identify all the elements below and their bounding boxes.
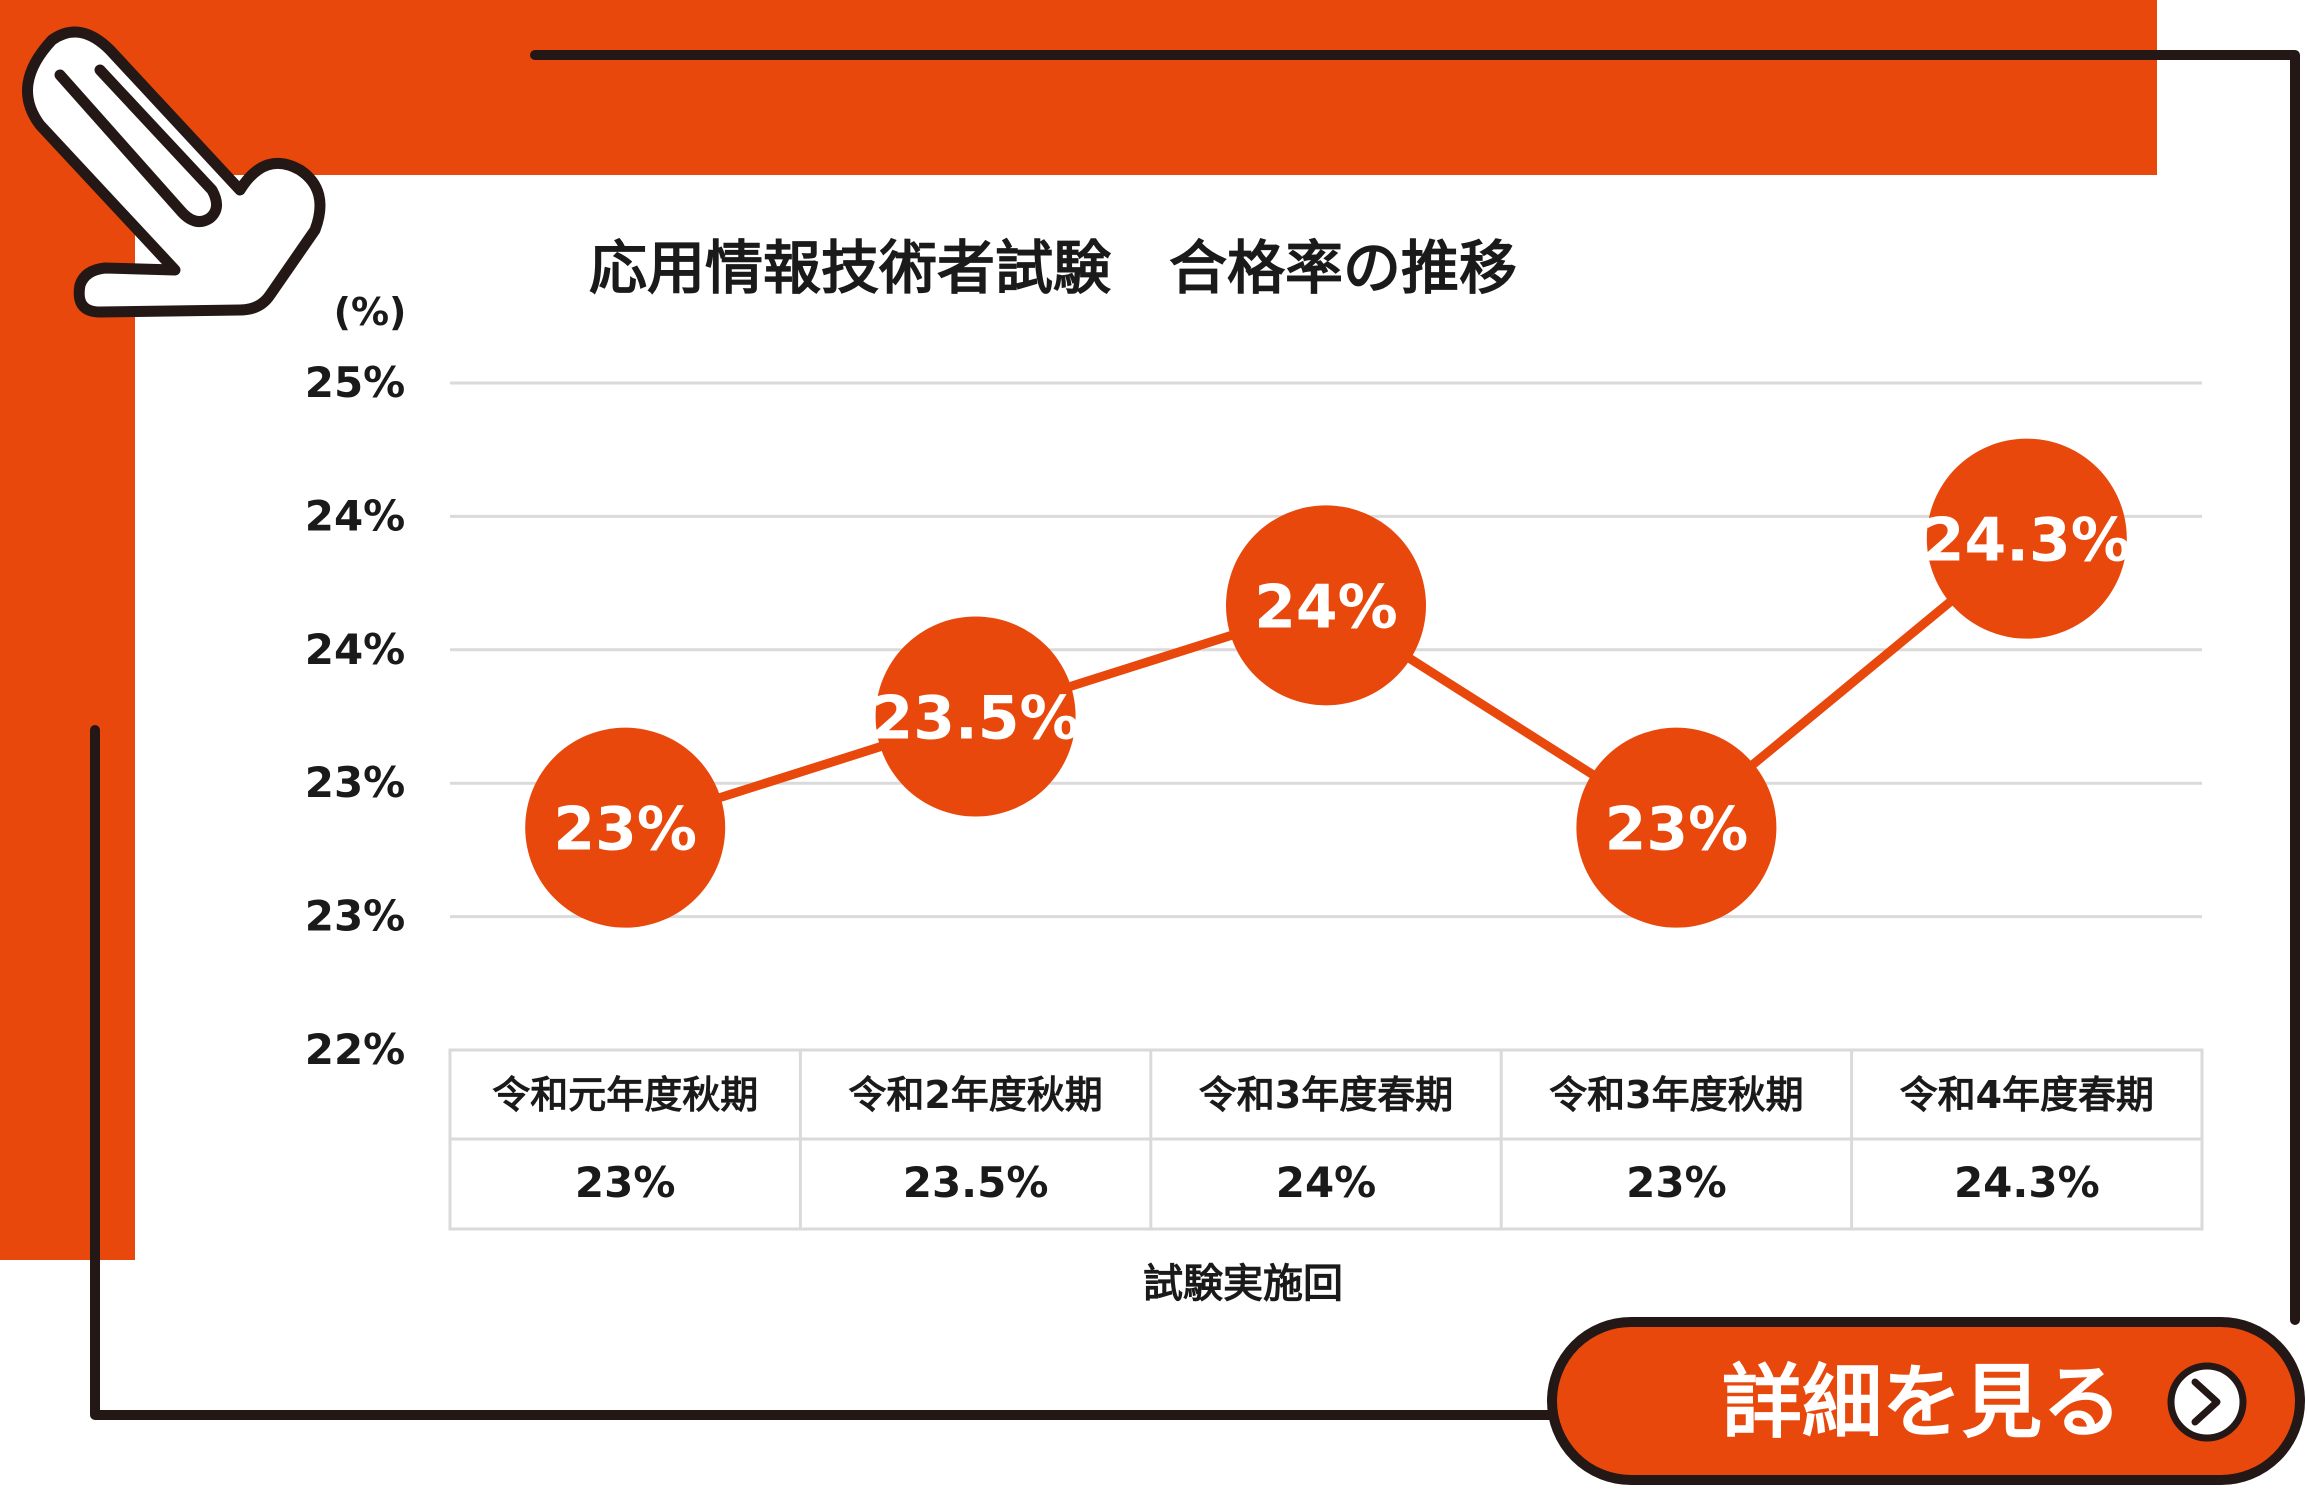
data-point xyxy=(1926,438,2127,639)
data-point xyxy=(1576,727,1777,928)
data-label: 23% xyxy=(553,795,697,865)
data-label: 24.3% xyxy=(1923,506,2131,576)
table-header-cell: 令和4年度春期 xyxy=(1900,1073,2154,1117)
table-header-cell: 令和3年度春期 xyxy=(1199,1073,1453,1117)
y-tick-label: 24% xyxy=(305,625,406,674)
y-tick-label: 23% xyxy=(305,758,406,807)
table-value-cell: 23% xyxy=(575,1158,676,1207)
details-button-label[interactable]: 詳細を見る xyxy=(1722,1356,2122,1449)
ink-line-left xyxy=(90,725,1565,1420)
table-header-cell: 令和2年度秋期 xyxy=(848,1073,1102,1117)
table-value-cell: 24% xyxy=(1276,1158,1377,1207)
data-point xyxy=(875,616,1076,817)
details-button[interactable]: 詳細を見る xyxy=(1547,1317,2305,1485)
x-axis-label: 試験実施回 xyxy=(1143,1261,1343,1307)
chevron-right-circle-icon[interactable] xyxy=(2167,1362,2247,1442)
grid-lines xyxy=(450,381,2202,919)
decor-frame xyxy=(0,0,2300,1420)
y-tick-label: 25% xyxy=(305,358,406,407)
data-label: 23.5% xyxy=(872,684,1080,754)
table-header-cell: 令和3年度秋期 xyxy=(1549,1073,1803,1117)
orange-top-band xyxy=(0,0,2157,175)
table-value-cell: 24.3% xyxy=(1954,1158,2100,1207)
details-button-bg[interactable] xyxy=(1547,1317,2305,1485)
data-point xyxy=(1226,505,1426,706)
y-unit-label: (%) xyxy=(334,290,407,334)
data-point xyxy=(525,727,726,928)
y-tick-label: 24% xyxy=(305,491,406,540)
table-value-cell: 23.5% xyxy=(903,1158,1049,1207)
white-panel xyxy=(135,175,2157,1260)
data-table: 令和元年度秋期 23% 令和2年度秋期 23.5% 令和3年度春期 24% 令和3年度秋期 2… xyxy=(448,1048,2204,1231)
data-label: 24% xyxy=(1254,572,1398,642)
data-label: 23% xyxy=(1605,795,1749,865)
y-tick-label: 22% xyxy=(305,1025,406,1074)
ink-line-top xyxy=(530,50,2300,1325)
table-header-cell: 令和元年度秋期 xyxy=(492,1073,758,1117)
chart-title: 応用情報技術者試験 合格率の推移 xyxy=(589,234,1517,302)
paperclip-icon xyxy=(22,26,326,318)
y-tick-label: 23% xyxy=(305,892,406,941)
table-value-cell: 23% xyxy=(1626,1158,1727,1207)
series-points: 23% 23.5% 24% 23% 24.3% xyxy=(525,438,2131,928)
y-axis-ticks: 25% 24% 24% 23% 23% 22% xyxy=(305,358,406,1074)
